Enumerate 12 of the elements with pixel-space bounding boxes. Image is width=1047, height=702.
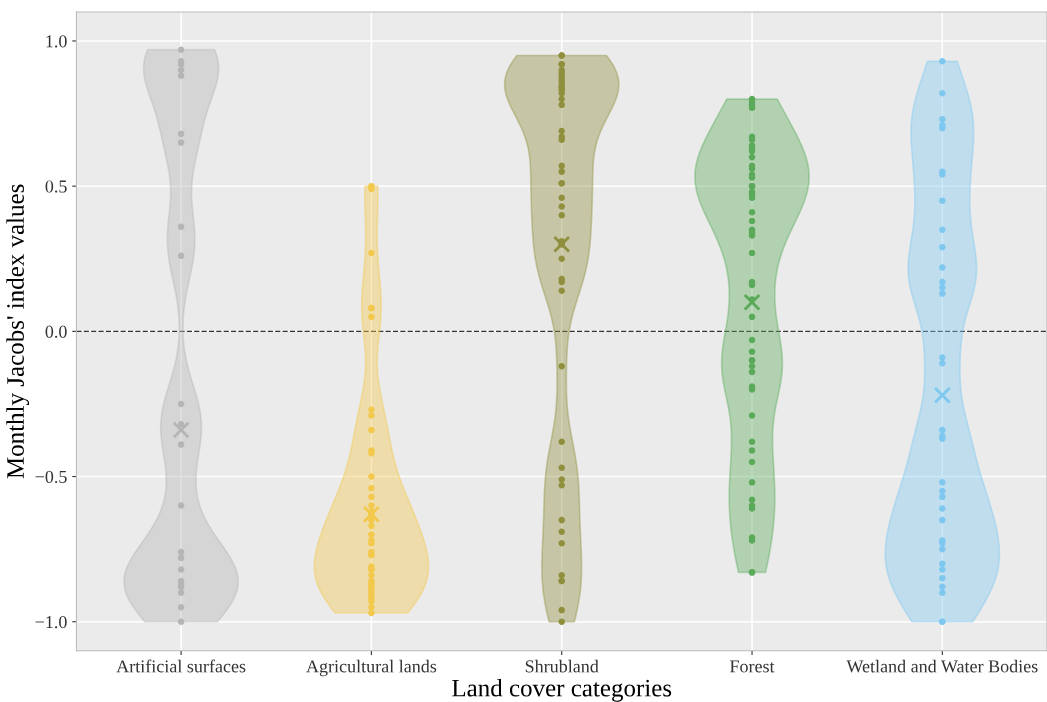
x-tick-label: Shrubland — [525, 659, 599, 673]
x-tick-label: Agricultural lands — [306, 659, 437, 677]
y-tick-label: 0.5 — [45, 180, 67, 193]
y-axis-title: Monthly Jacobs' index values — [6, 184, 30, 479]
y-tick-label: −0.5 — [35, 470, 67, 484]
y-tick-label: −1.0 — [35, 615, 67, 629]
x-tick-label: Wetland and Water Bodies — [846, 659, 1038, 673]
y-tick-label: 0.0 — [45, 325, 67, 338]
x-tick-label: Forest — [729, 660, 775, 673]
y-tick-label: 1.0 — [46, 35, 67, 48]
x-tick-label: Artificial surfaces — [116, 659, 246, 673]
x-axis-title: Land cover categories — [452, 678, 672, 702]
